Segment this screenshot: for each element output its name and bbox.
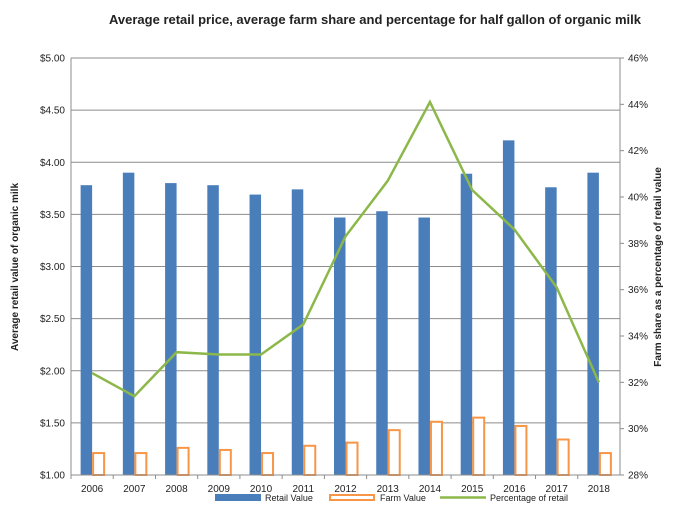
legend-swatch-farm xyxy=(330,495,374,500)
x-tick-label: 2007 xyxy=(123,484,146,495)
bars xyxy=(81,140,611,475)
y-tick-label: $5.00 xyxy=(40,54,65,65)
y-tick-label: $4.50 xyxy=(40,106,65,117)
retail-value-bar xyxy=(207,185,219,475)
farm-value-bar xyxy=(262,453,273,475)
y2-tick-label: 44% xyxy=(628,100,648,111)
y-axis-label: Average retail value of organic milk xyxy=(10,183,21,351)
x-tick-label: 2006 xyxy=(81,484,104,495)
farm-value-bar xyxy=(135,453,146,475)
y2-tick-label: 30% xyxy=(628,424,648,435)
retail-value-bar xyxy=(165,183,177,475)
farm-value-bar xyxy=(304,446,315,475)
legend-swatch-retail xyxy=(215,494,261,501)
y2-tick-label: 46% xyxy=(628,54,648,65)
x-tick-label: 2018 xyxy=(588,484,611,495)
y-tick-label: $2.50 xyxy=(40,314,65,325)
x-tick-label: 2009 xyxy=(208,484,231,495)
farm-value-bar xyxy=(473,418,484,475)
y-tick-label: $1.50 xyxy=(40,418,65,429)
y2-tick-label: 36% xyxy=(628,285,648,296)
retail-value-bar xyxy=(376,211,388,475)
farm-value-bar xyxy=(93,453,104,475)
x-tick-label: 2012 xyxy=(334,484,357,495)
retail-value-bar xyxy=(587,173,599,475)
y-tick-label: $4.00 xyxy=(40,158,65,169)
farm-value-bar xyxy=(600,453,611,475)
x-tick-label: 2015 xyxy=(461,484,484,495)
farm-value-bar xyxy=(178,448,189,475)
legend-label-percentage: Percentage of retail xyxy=(490,493,568,503)
retail-value-bar xyxy=(545,187,557,475)
y-tick-label: $2.00 xyxy=(40,366,65,377)
y2-tick-label: 32% xyxy=(628,378,648,389)
y-tick-label: $1.00 xyxy=(40,471,65,482)
y2-tick-label: 34% xyxy=(628,332,648,343)
legend-label-retail: Retail Value xyxy=(265,493,313,503)
farm-value-bar xyxy=(347,443,358,475)
farm-value-bar xyxy=(558,440,569,475)
y2-tick-label: 38% xyxy=(628,239,648,250)
legend-label-farm: Farm Value xyxy=(380,493,426,503)
retail-value-bar xyxy=(81,185,93,475)
legend: Retail Value Farm Value Percentage of reta… xyxy=(215,493,568,503)
farm-value-bar xyxy=(515,426,526,475)
farm-value-bar xyxy=(389,430,400,475)
y-tick-label: $3.50 xyxy=(40,210,65,221)
y2-tick-label: 28% xyxy=(628,471,648,482)
x-tick-label: 2008 xyxy=(165,484,188,495)
y2-axis-label: Farm share as a percentage of retail val… xyxy=(653,167,664,367)
retail-value-bar xyxy=(418,218,430,475)
farm-value-bar xyxy=(431,422,442,475)
chart-title: Average retail price, average farm share… xyxy=(109,12,642,27)
y2-tick-label: 40% xyxy=(628,193,648,204)
y2-tick-label: 42% xyxy=(628,146,648,157)
y-tick-label: $3.00 xyxy=(40,262,65,273)
farm-value-bar xyxy=(220,450,231,475)
retail-value-bar xyxy=(503,140,515,475)
retail-value-bar xyxy=(250,195,261,475)
retail-value-bar xyxy=(461,174,473,475)
retail-value-bar xyxy=(123,173,135,475)
